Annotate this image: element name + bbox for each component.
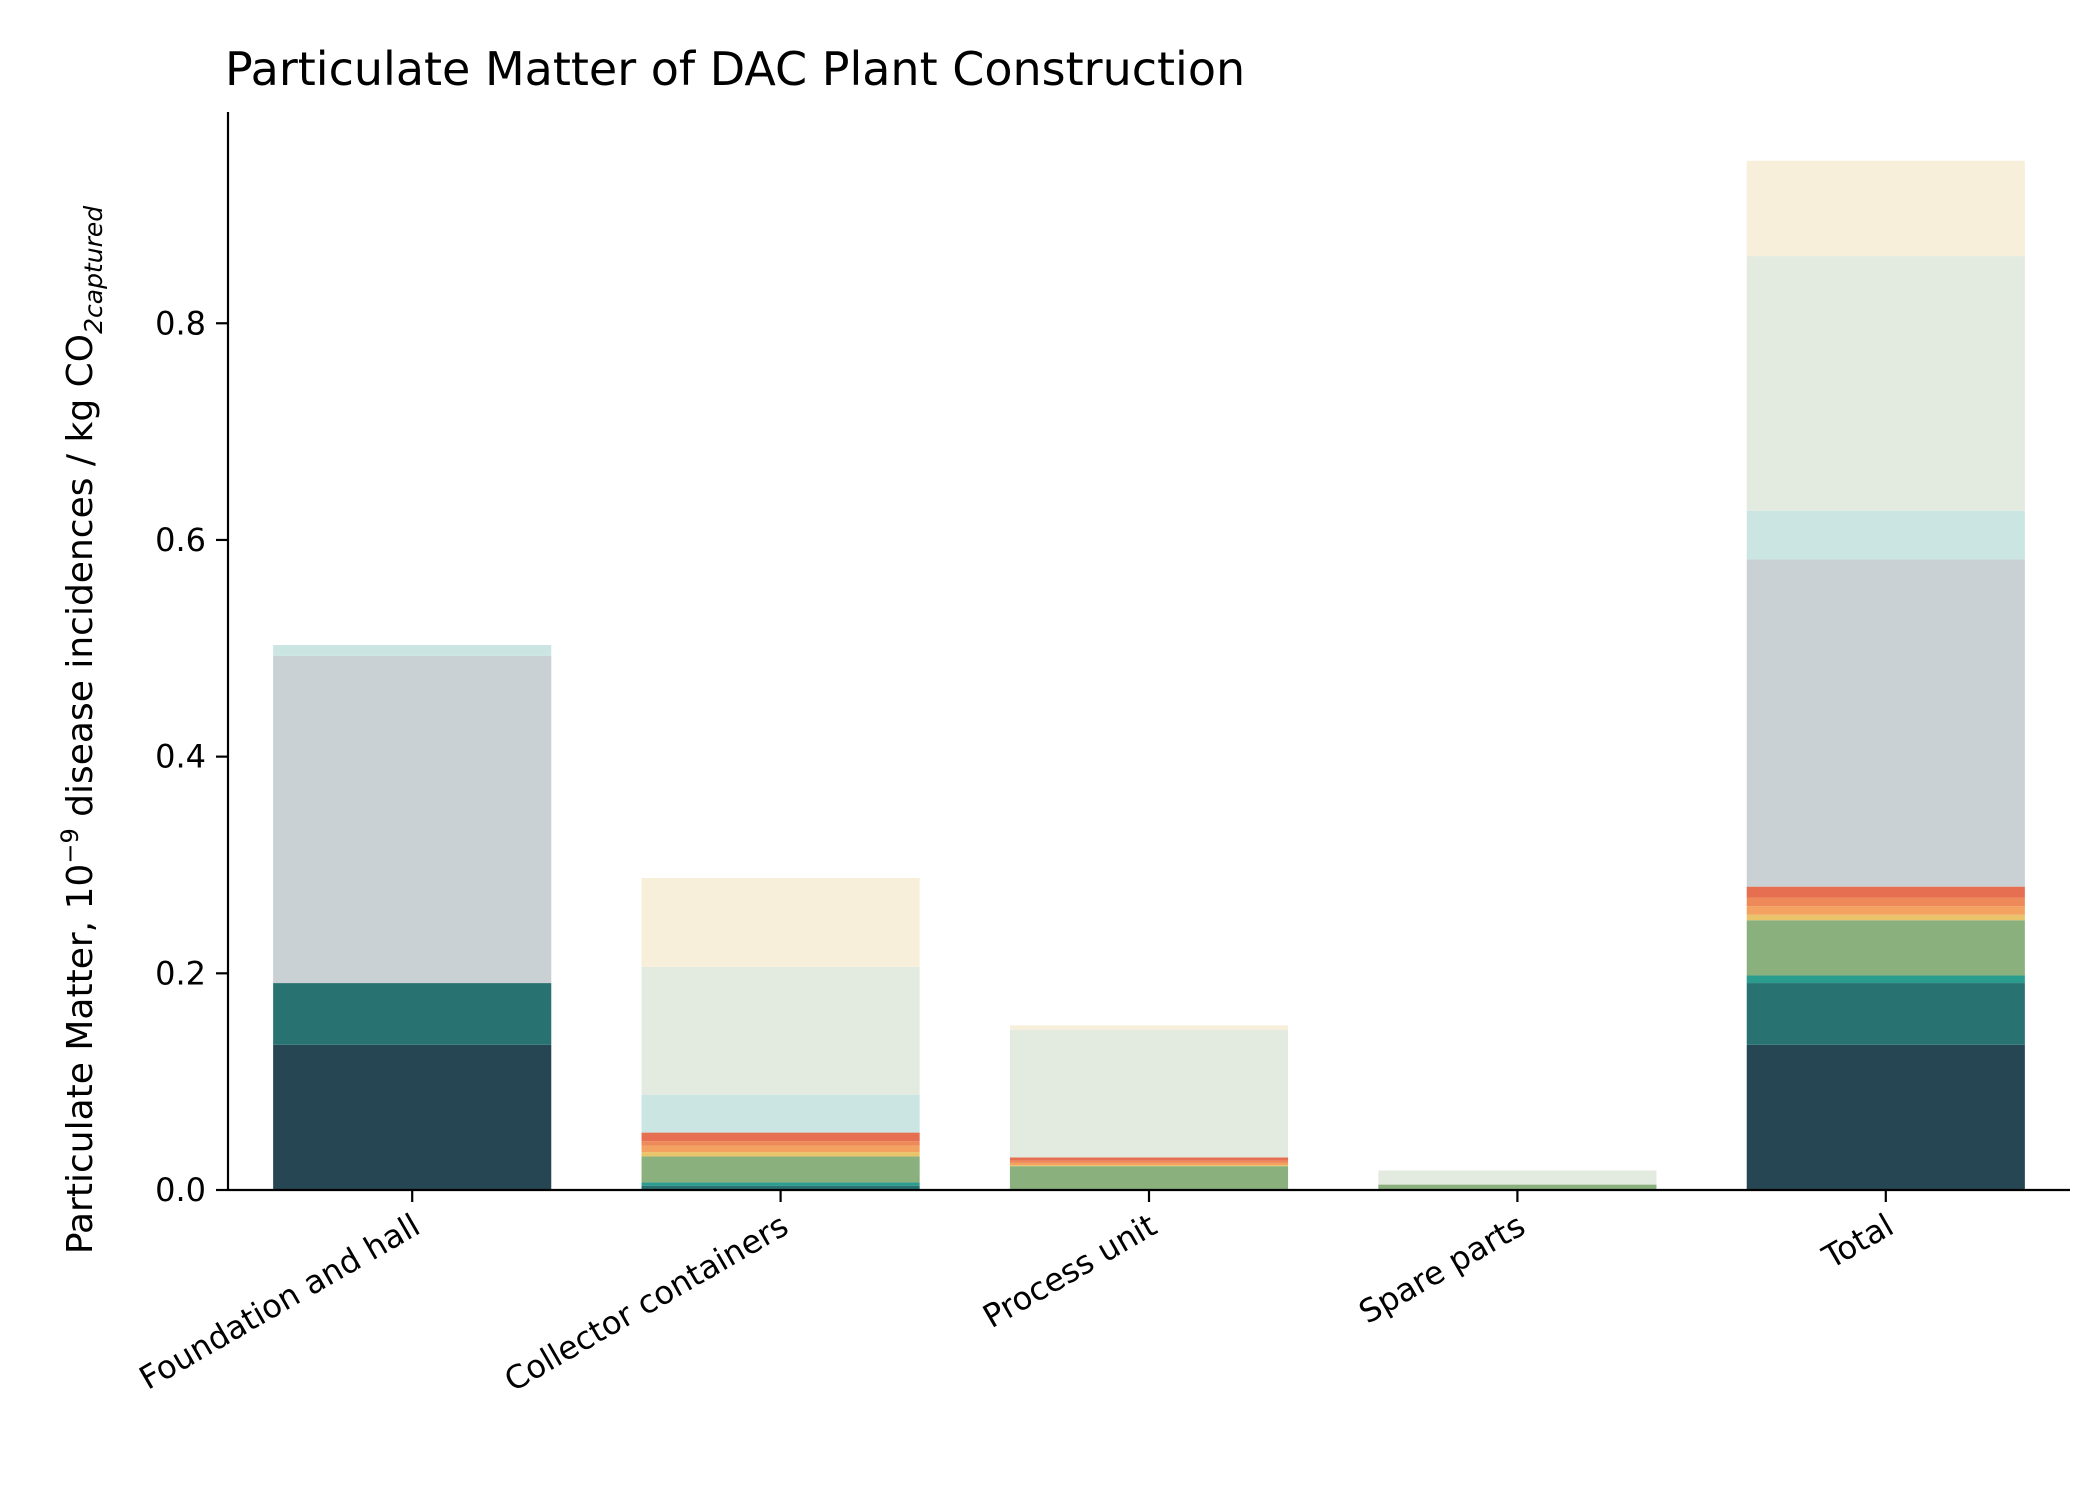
bar-segment-2-8 <box>641 1132 920 1142</box>
x-tick-label-1: Collector containers <box>498 1206 795 1399</box>
bar-segment-3-4 <box>1009 1166 1289 1190</box>
x-tick-label-3: Spare parts <box>1352 1206 1531 1331</box>
bar-segment-3-8 <box>1009 1157 1289 1161</box>
y-axis-label: Particulate Matter, 10−9 disease inciden… <box>56 206 108 1254</box>
bar-segment-1-10 <box>273 645 552 656</box>
bar-segment-3-11 <box>1009 1029 1289 1158</box>
bar-segment-3-6 <box>1009 1162 1289 1166</box>
bar-segment-5-3 <box>1746 975 2025 984</box>
bar-segment-2-2 <box>641 1185 920 1190</box>
bar-segment-2-6 <box>641 1145 920 1153</box>
bar-segment-2-12 <box>641 877 920 967</box>
bar-segment-5-2 <box>1746 983 2025 1045</box>
x-tick-label-2: Process unit <box>976 1206 1163 1336</box>
x-tick-label-0: Foundation and hall <box>133 1206 426 1397</box>
bar-segment-5-10 <box>1746 510 2025 560</box>
bar-segment-2-11 <box>641 966 920 1095</box>
bar-segment-5-6 <box>1746 906 2025 915</box>
bar-segment-2-7 <box>641 1141 920 1146</box>
bar-stacks <box>273 160 2025 1190</box>
y-tick-label-2: 0.4 <box>155 738 206 776</box>
bar-segment-2-3 <box>641 1182 920 1186</box>
bar-segment-5-12 <box>1746 160 2025 257</box>
bar-segment-3-12 <box>1009 1025 1289 1030</box>
y-tick-label-0: 0.0 <box>155 1171 206 1209</box>
bar-segment-5-4 <box>1746 920 2025 976</box>
y-axis: 0.0 0.2 0.4 0.6 0.8 <box>155 112 230 1209</box>
y-tick-label-1: 0.2 <box>155 954 206 992</box>
bar-segment-5-5 <box>1746 914 2025 921</box>
bar-segment-1-2 <box>273 983 552 1045</box>
y-tick-label-3: 0.6 <box>155 521 206 559</box>
y-tick-label-4: 0.8 <box>155 304 206 342</box>
bar-segment-4-4 <box>1378 1184 1657 1190</box>
bar-segment-4-11 <box>1378 1170 1657 1185</box>
bar-segment-5-8 <box>1746 886 2025 898</box>
bar-segment-5-11 <box>1746 256 2025 511</box>
bar-segment-2-5 <box>641 1152 920 1157</box>
chart-title: Particulate Matter of DAC Plant Construc… <box>225 42 1245 96</box>
bar-segment-1-1 <box>273 1044 552 1190</box>
bar-segment-5-1 <box>1746 1044 2025 1190</box>
bar-segment-3-5 <box>1009 1165 1289 1167</box>
bar-segment-1-9 <box>273 655 552 984</box>
bar-segment-2-10 <box>641 1094 920 1133</box>
bar-segment-5-7 <box>1746 897 2025 907</box>
x-axis: Foundation and hall Collector containers P… <box>133 1188 2070 1399</box>
bar-segment-5-9 <box>1746 559 2025 887</box>
x-tick-label-4: Total <box>1815 1206 1900 1277</box>
bar-segment-3-7 <box>1009 1160 1289 1163</box>
bar-segment-2-4 <box>641 1156 920 1183</box>
